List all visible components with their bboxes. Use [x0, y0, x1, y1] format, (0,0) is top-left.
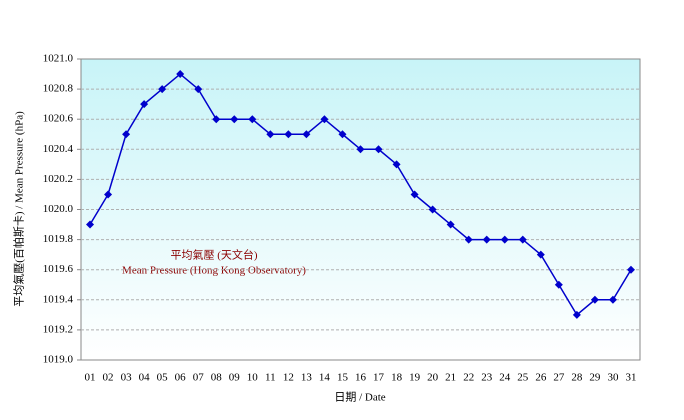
x-tick-label: 11: [265, 372, 276, 384]
x-tick-label: 18: [391, 372, 403, 384]
x-tick-label: 24: [499, 372, 511, 384]
data-point: [428, 205, 437, 214]
data-point: [590, 295, 599, 304]
x-tick-label: 09: [229, 372, 241, 384]
x-tick-label: 22: [463, 372, 474, 384]
data-point: [230, 115, 239, 124]
x-tick-label: 13: [301, 372, 313, 384]
data-point: [626, 265, 635, 274]
x-tick-label: 26: [535, 372, 547, 384]
x-tick-label: 04: [139, 372, 151, 384]
data-point: [464, 235, 473, 244]
x-tick-label: 31: [625, 372, 636, 384]
data-point: [446, 220, 455, 229]
x-tick-label: 16: [355, 372, 367, 384]
data-point: [248, 115, 257, 124]
data-point: [320, 115, 329, 124]
y-tick-label: 1021.0: [43, 53, 74, 65]
y-tick-label: 1020.4: [43, 143, 74, 155]
x-tick-label: 27: [553, 372, 565, 384]
x-tick-label: 06: [175, 372, 187, 384]
y-tick-label: 1020.6: [43, 113, 74, 125]
data-point: [266, 130, 275, 139]
data-point: [212, 115, 221, 124]
data-point: [410, 190, 419, 199]
x-tick-label: 14: [319, 372, 331, 384]
x-tick-label: 29: [589, 372, 601, 384]
y-tick-label: 1020.0: [43, 203, 74, 215]
data-point: [176, 70, 185, 79]
data-point: [608, 295, 617, 304]
x-tick-label: 23: [481, 372, 493, 384]
x-tick-label: 07: [193, 372, 205, 384]
data-point: [302, 130, 311, 139]
y-tick-label: 1019.8: [43, 233, 74, 245]
data-point: [482, 235, 491, 244]
y-tick-label: 1019.6: [43, 263, 74, 275]
x-tick-label: 12: [283, 372, 294, 384]
x-tick-label: 30: [607, 372, 619, 384]
data-point: [194, 85, 203, 94]
y-tick-label: 1019.0: [43, 354, 74, 366]
x-tick-label: 02: [103, 372, 114, 384]
x-tick-label: 08: [211, 372, 223, 384]
data-point: [338, 130, 347, 139]
x-tick-label: 21: [445, 372, 456, 384]
data-point: [122, 130, 131, 139]
data-point: [374, 145, 383, 154]
data-point: [536, 250, 545, 259]
data-point: [518, 235, 527, 244]
y-tick-label: 1019.4: [43, 293, 74, 305]
data-point: [158, 85, 167, 94]
data-point: [500, 235, 509, 244]
annotation: Mean Pressure (Hong Kong Observatory): [122, 265, 306, 277]
data-point: [104, 190, 113, 199]
x-tick-label: 15: [337, 372, 349, 384]
x-tick-label: 05: [157, 372, 169, 384]
data-point: [284, 130, 293, 139]
data-point: [356, 145, 365, 154]
y-tick-label: 1019.2: [43, 323, 73, 335]
x-tick-label: 20: [427, 372, 439, 384]
y-tick-label: 1020.8: [43, 83, 74, 95]
y-tick-label: 1020.2: [43, 173, 73, 185]
data-point: [554, 280, 563, 289]
x-tick-label: 28: [571, 372, 583, 384]
x-tick-label: 17: [373, 372, 385, 384]
data-point: [140, 100, 149, 109]
data-point: [572, 310, 581, 319]
x-tick-label: 19: [409, 372, 421, 384]
x-tick-label: 25: [517, 372, 529, 384]
data-point: [86, 220, 95, 229]
x-tick-label: 10: [247, 372, 259, 384]
annotation: 平均氣壓 (天文台): [170, 248, 257, 262]
x-tick-label: 01: [85, 372, 96, 384]
x-axis-label: 日期 / Date: [334, 391, 385, 404]
data-point: [392, 160, 401, 169]
y-axis-label: 平均氣壓(百帕斯卡) / Mean Pressure (hPa): [12, 111, 26, 307]
x-tick-label: 03: [121, 372, 133, 384]
